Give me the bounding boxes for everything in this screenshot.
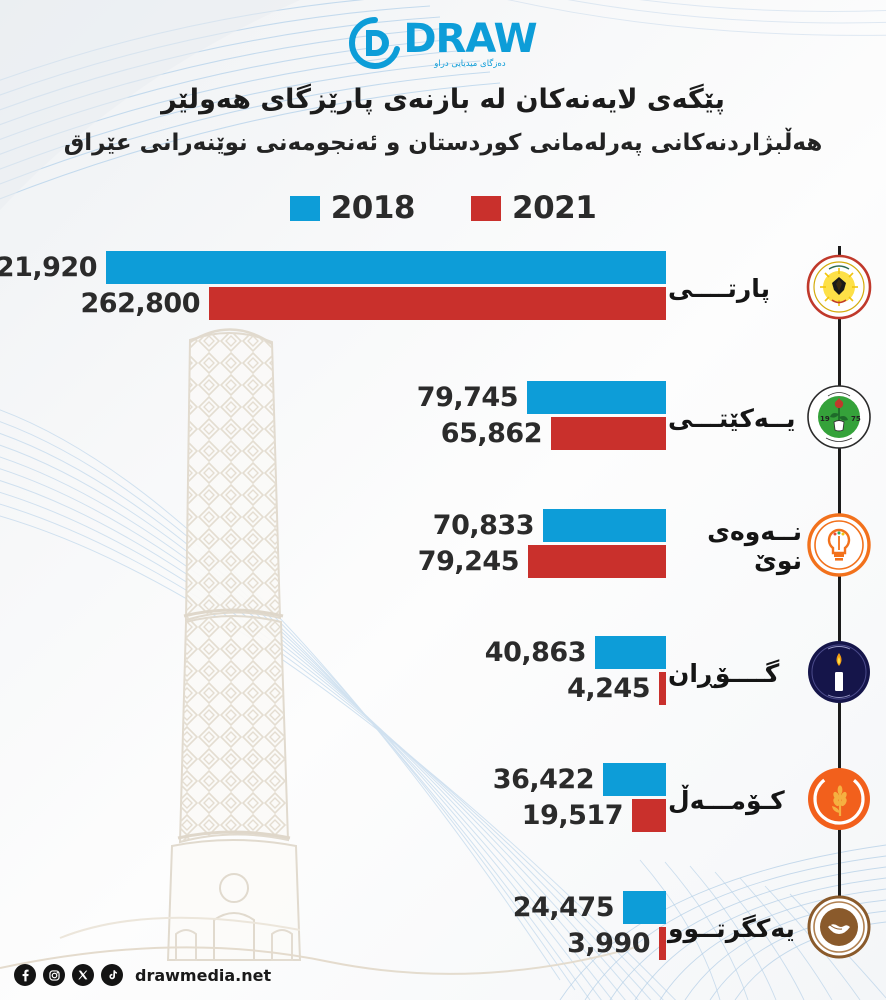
bar-chart: 321,920 262,800 پارتــــی 79,745 65,862 یــە…	[0, 246, 886, 960]
chart-row: 79,745 65,862 یــەکێتـــی 19 75	[0, 376, 886, 460]
brand-logo: DRAW دەزگای میدیایی دراو	[0, 14, 886, 72]
bar-track-2021: 19,517	[522, 799, 666, 832]
bar-value-2018: 24,475	[512, 892, 615, 923]
legend-label-2021: 2021	[512, 190, 597, 226]
bar-group: 321,920 262,800	[0, 246, 666, 330]
bar-track-2018: 79,745	[417, 381, 666, 414]
bar-track-2021: 79,245	[418, 545, 666, 578]
bar-value-2018: 36,422	[492, 764, 595, 795]
svg-text:19: 19	[820, 415, 830, 423]
new-generation-logo	[806, 512, 872, 578]
bar-value-2021: 262,800	[80, 288, 201, 319]
bar-2021	[209, 287, 666, 320]
legend-swatch-2018	[289, 195, 320, 221]
bar-2018	[527, 381, 666, 414]
bar-track-2018: 40,863	[485, 636, 666, 669]
bar-group: 36,422 19,517	[0, 758, 666, 842]
bar-2018	[623, 891, 666, 924]
kdp-logo	[806, 254, 872, 320]
party-label: کـۆمـــەڵ	[668, 785, 785, 815]
bar-2021	[659, 927, 666, 960]
bar-value-2018: 79,745	[416, 382, 519, 413]
x-icon[interactable]	[72, 964, 94, 986]
bar-track-2021: 3,990	[567, 927, 666, 960]
yekgirtu-logo	[806, 894, 872, 960]
logo-wordmark: DRAW	[403, 16, 537, 62]
komal-logo	[806, 766, 872, 832]
chart-row: 24,475 3,990 یەکگرتــوو	[0, 886, 886, 970]
legend-item-2021: 2021	[471, 190, 597, 226]
bar-2021	[659, 672, 666, 705]
chart-row: 40,863 4,245 گــــۆڕان	[0, 631, 886, 715]
bar-group: 40,863 4,245	[0, 631, 666, 715]
bar-2018	[106, 251, 666, 284]
bar-value-2018: 321,920	[0, 252, 98, 283]
bar-2018	[603, 763, 666, 796]
logo-subtitle: دەزگای میدیایی دراو	[434, 59, 506, 69]
bar-group: 70,833 79,245	[0, 504, 666, 588]
bar-track-2021: 4,245	[567, 672, 666, 705]
instagram-icon[interactable]	[43, 964, 65, 986]
footer-website[interactable]: drawmedia.net	[135, 965, 272, 985]
chart-legend: 2018 2021	[0, 190, 886, 226]
bar-value-2021: 79,245	[417, 546, 520, 577]
chart-row: 36,422 19,517 کـۆمـــەڵ	[0, 758, 886, 842]
bar-group: 24,475 3,990	[0, 886, 666, 970]
bar-track-2018: 36,422	[493, 763, 666, 796]
party-label: یــەکێتـــی	[668, 403, 796, 433]
bar-value-2021: 65,862	[440, 418, 543, 449]
party-label: پارتــــی	[668, 273, 771, 303]
bar-value-2021: 4,245	[567, 673, 650, 704]
bar-2021	[551, 417, 666, 450]
bar-value-2021: 3,990	[567, 928, 650, 959]
page-subtitle: هەڵبژاردنەکانی پەرلەمانی کوردستان و ئەنج…	[63, 130, 823, 156]
chart-row: 70,833 79,245 نــەوەی نوێ	[0, 504, 886, 588]
bar-2018	[595, 636, 666, 669]
puk-logo: 19 75	[806, 384, 872, 450]
party-label: یەکگرتــوو	[668, 913, 795, 943]
bar-value-2018: 70,833	[432, 510, 535, 541]
facebook-icon[interactable]	[14, 964, 36, 986]
bar-value-2021: 19,517	[521, 800, 624, 831]
bar-2021	[632, 799, 666, 832]
svg-text:75: 75	[851, 415, 861, 423]
bar-track-2018: 24,475	[513, 891, 666, 924]
tiktok-icon[interactable]	[101, 964, 123, 986]
chart-axis-line	[838, 246, 841, 952]
draw-circle-icon	[349, 17, 401, 70]
legend-item-2018: 2018	[289, 190, 416, 226]
bar-track-2018: 321,920	[0, 251, 666, 284]
party-label: گــــۆڕان	[668, 658, 780, 688]
gorran-logo	[806, 639, 872, 705]
party-label: نــەوەی نوێ	[707, 517, 802, 575]
page-title: پێگەی لایەنەکان لە بازنەی پارێزگای هەولێ…	[161, 84, 725, 115]
bar-group: 79,745 65,862	[0, 376, 666, 460]
legend-label-2018: 2018	[330, 190, 416, 226]
bar-2018	[543, 509, 666, 542]
bar-track-2021: 65,862	[441, 417, 666, 450]
bar-track-2018: 70,833	[433, 509, 666, 542]
bar-track-2021: 262,800	[81, 287, 666, 320]
footer-social-bar: drawmedia.net	[14, 964, 271, 986]
bar-2021	[528, 545, 666, 578]
chart-row: 321,920 262,800 پارتــــی	[0, 246, 886, 330]
bar-value-2018: 40,863	[484, 637, 587, 668]
legend-swatch-2021	[471, 195, 501, 221]
